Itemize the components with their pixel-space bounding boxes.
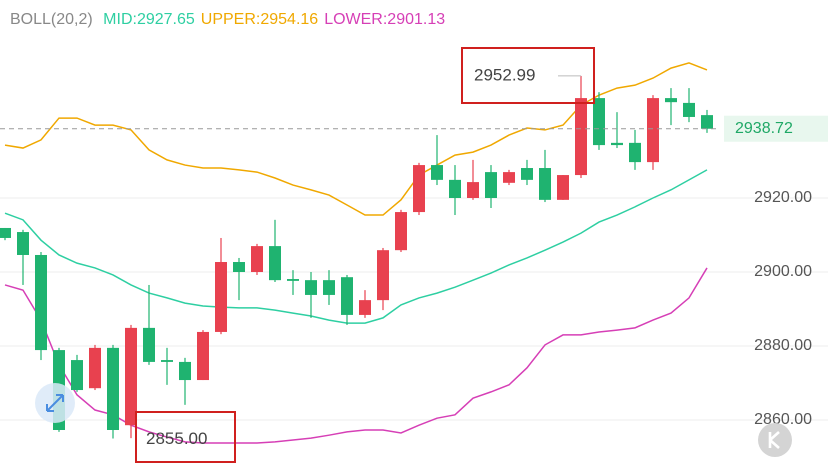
candle-body (521, 168, 533, 180)
watermark-logo (758, 423, 792, 457)
overlay: 2938.72 2952.99 2855.00 (0, 47, 828, 463)
candle-body (269, 246, 281, 281)
candle-body (665, 98, 677, 103)
y-tick-label: 2900.00 (754, 263, 812, 280)
candle-body (251, 246, 263, 273)
candle-body (593, 98, 605, 146)
legend-entry: UPPER:2954.16 (201, 11, 319, 28)
candle-body (323, 280, 335, 295)
indicator-lines (4, 62, 708, 444)
candle-body (71, 360, 83, 391)
candle-body (683, 102, 695, 117)
candle-body (0, 227, 11, 238)
candle-body (287, 279, 299, 281)
candle-body (449, 179, 461, 198)
candle-body (305, 280, 317, 295)
legend-entry: LOWER:2901.13 (324, 11, 445, 28)
candle-body (557, 175, 569, 200)
y-tick-label: 2860.00 (754, 411, 812, 428)
last-price-label: 2938.72 (735, 120, 793, 137)
logo-bg (758, 423, 792, 457)
indicator-label: BOLL(20,2) (10, 11, 93, 28)
candle-body (539, 168, 551, 200)
candle-body (197, 331, 209, 381)
candle-body (503, 172, 515, 183)
max-box (461, 47, 595, 104)
candle-body (179, 361, 191, 381)
max-label: 2952.99 (474, 65, 535, 84)
candle-body (359, 300, 371, 315)
candle-body (467, 182, 479, 198)
min-box (135, 411, 236, 463)
candle-body (395, 212, 407, 251)
candle-body (89, 347, 101, 389)
candle-body (629, 142, 641, 163)
candle-body (701, 115, 713, 129)
boll-line (4, 169, 708, 324)
zoom-icon-glyph (46, 394, 64, 412)
candle-body (125, 327, 137, 426)
candle-body (485, 172, 497, 198)
y-tick-label: 2920.00 (754, 189, 812, 206)
candle-body (647, 98, 659, 163)
min-label: 2855.00 (146, 429, 207, 448)
candle-body (233, 262, 245, 273)
logo-glyph (768, 431, 780, 449)
candle-body (215, 262, 227, 332)
candle-body (377, 250, 389, 301)
boll-line (4, 267, 708, 444)
candle-body (431, 165, 443, 180)
boll-line (4, 62, 708, 216)
candle-body (35, 254, 47, 351)
candle-body (161, 360, 173, 362)
candle-body (143, 327, 155, 362)
legend: BOLL(20,2) MID:2927.65 UPPER:2954.16 LOWER… (10, 11, 445, 28)
candle-body (341, 277, 353, 315)
zoom-icon[interactable] (35, 383, 75, 423)
y-tick-label: 2880.00 (754, 337, 812, 354)
last-price-tag (724, 115, 828, 142)
legend-entry: MID:2927.65 (103, 11, 195, 28)
candle-body (107, 347, 119, 431)
candle-body (17, 232, 29, 255)
candle-body (413, 165, 425, 213)
candles (0, 75, 713, 439)
candle-body (575, 98, 587, 176)
candle-body (611, 142, 623, 146)
grid: 2860.00 2880.00 2900.00 2920.00 (0, 189, 828, 428)
